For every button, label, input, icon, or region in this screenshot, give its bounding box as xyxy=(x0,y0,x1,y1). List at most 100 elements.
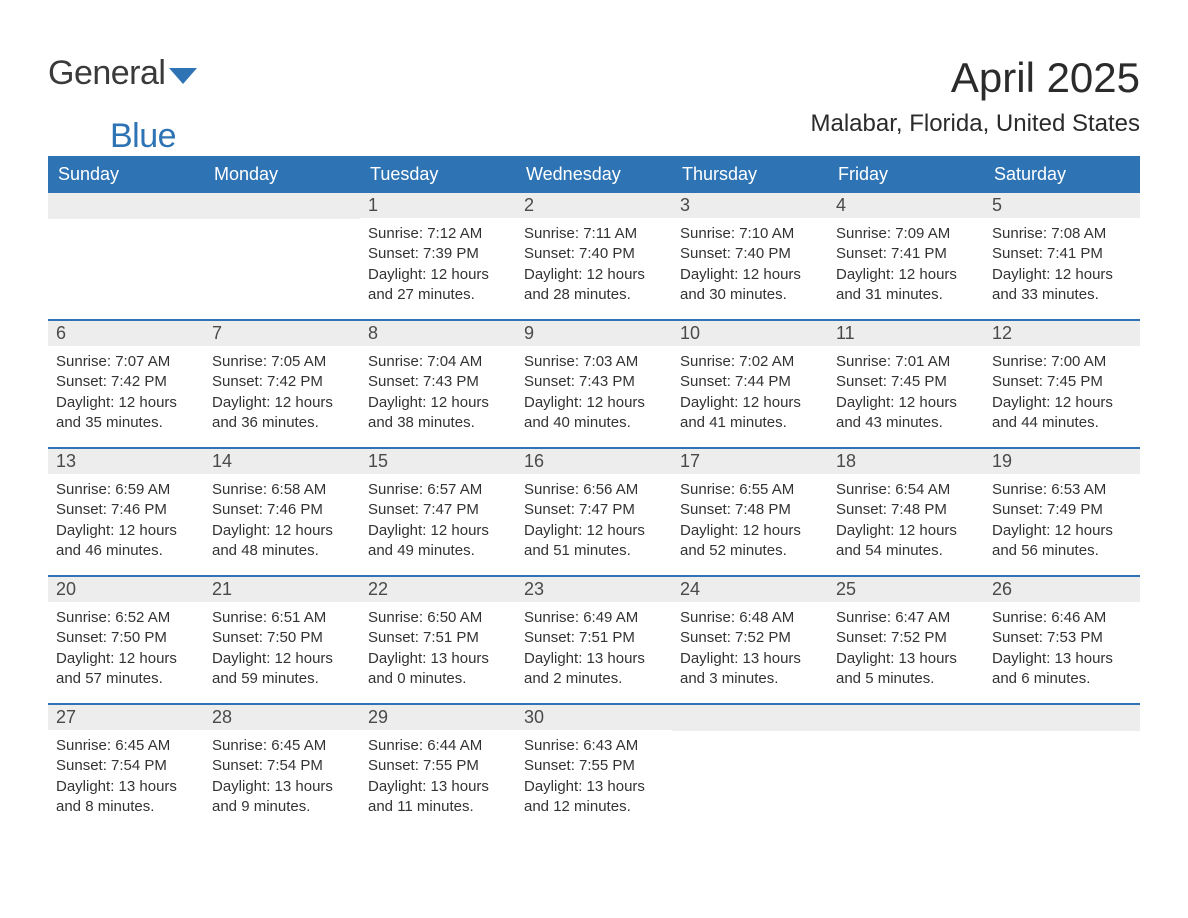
day-number: 14 xyxy=(204,449,360,474)
day-number: 24 xyxy=(672,577,828,602)
sunrise-text: Sunrise: 6:50 AM xyxy=(368,608,508,628)
day-facts: Sunrise: 6:53 AMSunset: 7:49 PMDaylight:… xyxy=(984,474,1140,573)
sunset-text: Sunset: 7:47 PM xyxy=(524,500,664,520)
daylight-text: Daylight: 12 hours and 31 minutes. xyxy=(836,265,976,306)
sunset-text: Sunset: 7:43 PM xyxy=(368,372,508,392)
sunrise-text: Sunrise: 7:04 AM xyxy=(368,352,508,372)
day-number: 25 xyxy=(828,577,984,602)
day-header-sat: Saturday xyxy=(984,156,1140,193)
day-cell: 7Sunrise: 7:05 AMSunset: 7:42 PMDaylight… xyxy=(204,321,360,447)
calendar: Sunday Monday Tuesday Wednesday Thursday… xyxy=(48,156,1140,831)
daylight-text: Daylight: 12 hours and 38 minutes. xyxy=(368,393,508,434)
day-cell: 1Sunrise: 7:12 AMSunset: 7:39 PMDaylight… xyxy=(360,193,516,319)
logo-text-dark: General xyxy=(48,54,165,93)
sunrise-text: Sunrise: 7:10 AM xyxy=(680,224,820,244)
sunset-text: Sunset: 7:51 PM xyxy=(524,628,664,648)
week-row: 13Sunrise: 6:59 AMSunset: 7:46 PMDayligh… xyxy=(48,447,1140,575)
sunrise-text: Sunrise: 7:05 AM xyxy=(212,352,352,372)
day-number: 9 xyxy=(516,321,672,346)
sunrise-text: Sunrise: 6:45 AM xyxy=(212,736,352,756)
daylight-text: Daylight: 13 hours and 11 minutes. xyxy=(368,777,508,818)
day-number xyxy=(672,705,828,731)
sunrise-text: Sunrise: 7:12 AM xyxy=(368,224,508,244)
day-number xyxy=(48,193,204,219)
day-cell: 9Sunrise: 7:03 AMSunset: 7:43 PMDaylight… xyxy=(516,321,672,447)
daylight-text: Daylight: 12 hours and 41 minutes. xyxy=(680,393,820,434)
day-cell: 24Sunrise: 6:48 AMSunset: 7:52 PMDayligh… xyxy=(672,577,828,703)
day-facts: Sunrise: 6:45 AMSunset: 7:54 PMDaylight:… xyxy=(204,730,360,829)
day-cell: 11 Sunrise: 7:01 AMSunset: 7:45 PMDayligh… xyxy=(828,321,984,447)
daylight-text: Daylight: 12 hours and 51 minutes. xyxy=(524,521,664,562)
day-cell: 19Sunrise: 6:53 AMSunset: 7:49 PMDayligh… xyxy=(984,449,1140,575)
day-cell: 3Sunrise: 7:10 AMSunset: 7:40 PMDaylight… xyxy=(672,193,828,319)
day-number: 30 xyxy=(516,705,672,730)
sunrise-text: Sunrise: 6:52 AM xyxy=(56,608,196,628)
day-facts: Sunrise: 7:04 AMSunset: 7:43 PMDaylight:… xyxy=(360,346,516,445)
sunrise-text: Sunrise: 7:03 AM xyxy=(524,352,664,372)
day-facts: Sunrise: 6:43 AMSunset: 7:55 PMDaylight:… xyxy=(516,730,672,829)
sunrise-text: Sunrise: 7:07 AM xyxy=(56,352,196,372)
daylight-text: Daylight: 12 hours and 27 minutes. xyxy=(368,265,508,306)
day-number: 1 xyxy=(360,193,516,218)
day-number: 28 xyxy=(204,705,360,730)
day-facts: Sunrise: 7:00 AMSunset: 7:45 PMDaylight:… xyxy=(984,346,1140,445)
day-number: 10 xyxy=(672,321,828,346)
sunrise-text: Sunrise: 7:01 AM xyxy=(836,352,976,372)
day-number: 21 xyxy=(204,577,360,602)
daylight-text: Daylight: 12 hours and 43 minutes. xyxy=(836,393,976,434)
day-header-row: Sunday Monday Tuesday Wednesday Thursday… xyxy=(48,156,1140,193)
daylight-text: Daylight: 13 hours and 6 minutes. xyxy=(992,649,1132,690)
day-facts: Sunrise: 7:05 AMSunset: 7:42 PMDaylight:… xyxy=(204,346,360,445)
daylight-text: Daylight: 12 hours and 48 minutes. xyxy=(212,521,352,562)
sunset-text: Sunset: 7:49 PM xyxy=(992,500,1132,520)
sunset-text: Sunset: 7:42 PM xyxy=(212,372,352,392)
day-cell: 23Sunrise: 6:49 AMSunset: 7:51 PMDayligh… xyxy=(516,577,672,703)
sunrise-text: Sunrise: 6:48 AM xyxy=(680,608,820,628)
day-cell: 29Sunrise: 6:44 AMSunset: 7:55 PMDayligh… xyxy=(360,705,516,831)
day-facts: Sunrise: 6:44 AMSunset: 7:55 PMDaylight:… xyxy=(360,730,516,829)
day-number: 15 xyxy=(360,449,516,474)
day-facts: Sunrise: 6:47 AMSunset: 7:52 PMDaylight:… xyxy=(828,602,984,701)
day-facts: Sunrise: 7:03 AMSunset: 7:43 PMDaylight:… xyxy=(516,346,672,445)
sunrise-text: Sunrise: 6:47 AM xyxy=(836,608,976,628)
sunset-text: Sunset: 7:48 PM xyxy=(836,500,976,520)
sunset-text: Sunset: 7:52 PM xyxy=(836,628,976,648)
week-row: 6Sunrise: 7:07 AMSunset: 7:42 PMDaylight… xyxy=(48,319,1140,447)
sunset-text: Sunset: 7:45 PM xyxy=(992,372,1132,392)
sunset-text: Sunset: 7:41 PM xyxy=(836,244,976,264)
sunset-text: Sunset: 7:55 PM xyxy=(524,756,664,776)
day-number xyxy=(984,705,1140,731)
daylight-text: Daylight: 12 hours and 46 minutes. xyxy=(56,521,196,562)
daylight-text: Daylight: 12 hours and 44 minutes. xyxy=(992,393,1132,434)
day-cell: 22Sunrise: 6:50 AMSunset: 7:51 PMDayligh… xyxy=(360,577,516,703)
day-facts: Sunrise: 6:49 AMSunset: 7:51 PMDaylight:… xyxy=(516,602,672,701)
day-number: 20 xyxy=(48,577,204,602)
sunrise-text: Sunrise: 7:08 AM xyxy=(992,224,1132,244)
day-facts: Sunrise: 6:46 AMSunset: 7:53 PMDaylight:… xyxy=(984,602,1140,701)
sunset-text: Sunset: 7:45 PM xyxy=(836,372,976,392)
sunset-text: Sunset: 7:40 PM xyxy=(680,244,820,264)
daylight-text: Daylight: 12 hours and 57 minutes. xyxy=(56,649,196,690)
sunset-text: Sunset: 7:43 PM xyxy=(524,372,664,392)
day-facts: Sunrise: 7:07 AMSunset: 7:42 PMDaylight:… xyxy=(48,346,204,445)
daylight-text: Daylight: 12 hours and 49 minutes. xyxy=(368,521,508,562)
daylight-text: Daylight: 13 hours and 8 minutes. xyxy=(56,777,196,818)
day-header-thu: Thursday xyxy=(672,156,828,193)
day-facts: Sunrise: 6:45 AMSunset: 7:54 PMDaylight:… xyxy=(48,730,204,829)
week-row: 27Sunrise: 6:45 AMSunset: 7:54 PMDayligh… xyxy=(48,703,1140,831)
day-header-wed: Wednesday xyxy=(516,156,672,193)
week-row: 20Sunrise: 6:52 AMSunset: 7:50 PMDayligh… xyxy=(48,575,1140,703)
sunrise-text: Sunrise: 6:54 AM xyxy=(836,480,976,500)
daylight-text: Daylight: 12 hours and 59 minutes. xyxy=(212,649,352,690)
day-cell: 14Sunrise: 6:58 AMSunset: 7:46 PMDayligh… xyxy=(204,449,360,575)
daylight-text: Daylight: 12 hours and 33 minutes. xyxy=(992,265,1132,306)
day-header-mon: Monday xyxy=(204,156,360,193)
day-number xyxy=(828,705,984,731)
header-row: General April 2025 xyxy=(48,54,1140,102)
day-number: 11 xyxy=(828,321,984,346)
sunset-text: Sunset: 7:46 PM xyxy=(56,500,196,520)
day-cell xyxy=(984,705,1140,831)
day-number: 17 xyxy=(672,449,828,474)
logo-sub: Blue xyxy=(110,117,176,156)
day-header-sun: Sunday xyxy=(48,156,204,193)
